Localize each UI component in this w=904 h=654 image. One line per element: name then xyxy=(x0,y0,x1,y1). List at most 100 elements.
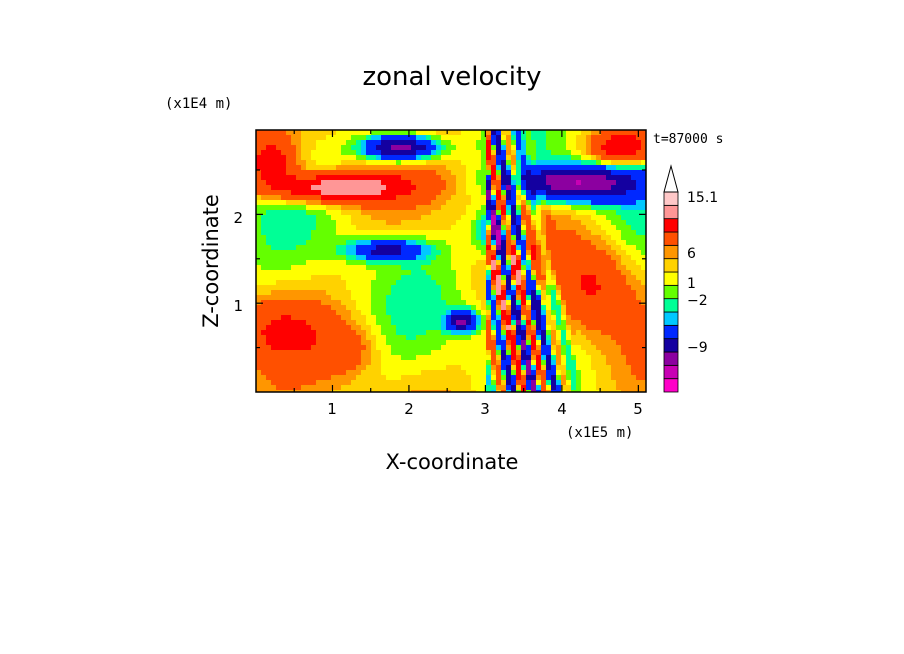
field-cell xyxy=(436,365,442,371)
field-cell xyxy=(511,290,517,296)
field-cell xyxy=(366,355,372,361)
field-cell xyxy=(491,375,497,381)
field-cell xyxy=(256,305,262,311)
field-cell xyxy=(441,345,447,351)
field-cell xyxy=(366,290,372,296)
field-cell xyxy=(376,300,382,306)
field-cell xyxy=(626,325,632,331)
field-cell xyxy=(451,220,457,226)
field-cell xyxy=(611,370,617,376)
field-cell xyxy=(331,180,337,186)
field-cell xyxy=(416,365,422,371)
field-cell xyxy=(561,260,567,266)
field-cell xyxy=(441,220,447,226)
field-cell xyxy=(371,320,377,326)
field-cell xyxy=(626,180,632,186)
field-cell xyxy=(361,365,367,371)
field-cell xyxy=(486,195,492,201)
field-cell xyxy=(331,380,337,386)
field-cell xyxy=(641,390,646,392)
field-cell xyxy=(266,250,272,256)
field-cell xyxy=(351,335,357,341)
field-cell xyxy=(446,230,452,236)
field-cell xyxy=(521,385,527,391)
field-cell xyxy=(421,280,427,286)
field-cell xyxy=(341,145,347,151)
field-cell xyxy=(591,260,597,266)
field-cell xyxy=(426,240,432,246)
field-cell xyxy=(526,370,532,376)
field-cell xyxy=(316,300,322,306)
field-cell xyxy=(471,175,477,181)
field-cell xyxy=(276,340,282,346)
field-cell xyxy=(431,205,437,211)
field-cell xyxy=(466,250,472,256)
field-cell xyxy=(261,330,267,336)
field-cell xyxy=(566,345,572,351)
field-cell xyxy=(546,260,552,266)
field-cell xyxy=(281,185,287,191)
field-cell xyxy=(351,315,357,321)
field-cell xyxy=(591,325,597,331)
field-cell xyxy=(631,180,637,186)
field-cell xyxy=(301,355,307,361)
field-cell xyxy=(551,190,557,196)
field-cell xyxy=(431,210,437,216)
field-cell xyxy=(271,345,277,351)
field-cell xyxy=(576,195,582,201)
field-cell xyxy=(296,135,302,141)
field-cell xyxy=(571,185,577,191)
field-cell xyxy=(521,175,527,181)
field-cell xyxy=(396,255,402,261)
field-cell xyxy=(396,355,402,361)
field-cell xyxy=(296,215,302,221)
field-cell xyxy=(596,355,602,361)
field-cell xyxy=(516,245,522,251)
field-cell xyxy=(506,150,512,156)
field-cell xyxy=(306,185,312,191)
field-cell xyxy=(426,190,432,196)
field-cell xyxy=(451,165,457,171)
field-cell xyxy=(286,140,292,146)
field-cell xyxy=(326,310,332,316)
field-cell xyxy=(541,220,547,226)
field-cell xyxy=(576,325,582,331)
field-cell xyxy=(346,385,352,391)
field-cell xyxy=(336,200,342,206)
field-cell xyxy=(616,245,622,251)
field-cell xyxy=(281,160,287,166)
field-cell xyxy=(301,195,307,201)
field-cell xyxy=(506,305,512,311)
time-label: t=87000 s xyxy=(653,132,723,147)
field-cell xyxy=(316,295,322,301)
field-cell xyxy=(616,175,622,181)
field-cell xyxy=(641,215,646,221)
field-cell xyxy=(411,165,417,171)
field-cell xyxy=(361,160,367,166)
field-cell xyxy=(361,330,367,336)
field-cell xyxy=(436,160,442,166)
field-cell xyxy=(286,310,292,316)
field-cell xyxy=(256,390,262,392)
field-cell xyxy=(261,290,267,296)
field-cell xyxy=(621,270,627,276)
field-cell xyxy=(461,365,467,371)
field-cell xyxy=(586,200,592,206)
field-cell xyxy=(631,225,637,231)
field-cell xyxy=(501,270,507,276)
field-cell xyxy=(431,150,437,156)
field-cell xyxy=(551,370,557,376)
field-cell xyxy=(641,210,646,216)
field-cell xyxy=(566,325,572,331)
field-cell xyxy=(446,305,452,311)
field-cell xyxy=(351,290,357,296)
field-cell xyxy=(606,205,612,211)
field-cell xyxy=(626,160,632,166)
field-cell xyxy=(346,180,352,186)
field-cell xyxy=(546,170,552,176)
field-cell xyxy=(351,210,357,216)
field-cell xyxy=(336,380,342,386)
field-cell xyxy=(356,245,362,251)
field-cell xyxy=(641,150,646,156)
field-cell xyxy=(521,260,527,266)
